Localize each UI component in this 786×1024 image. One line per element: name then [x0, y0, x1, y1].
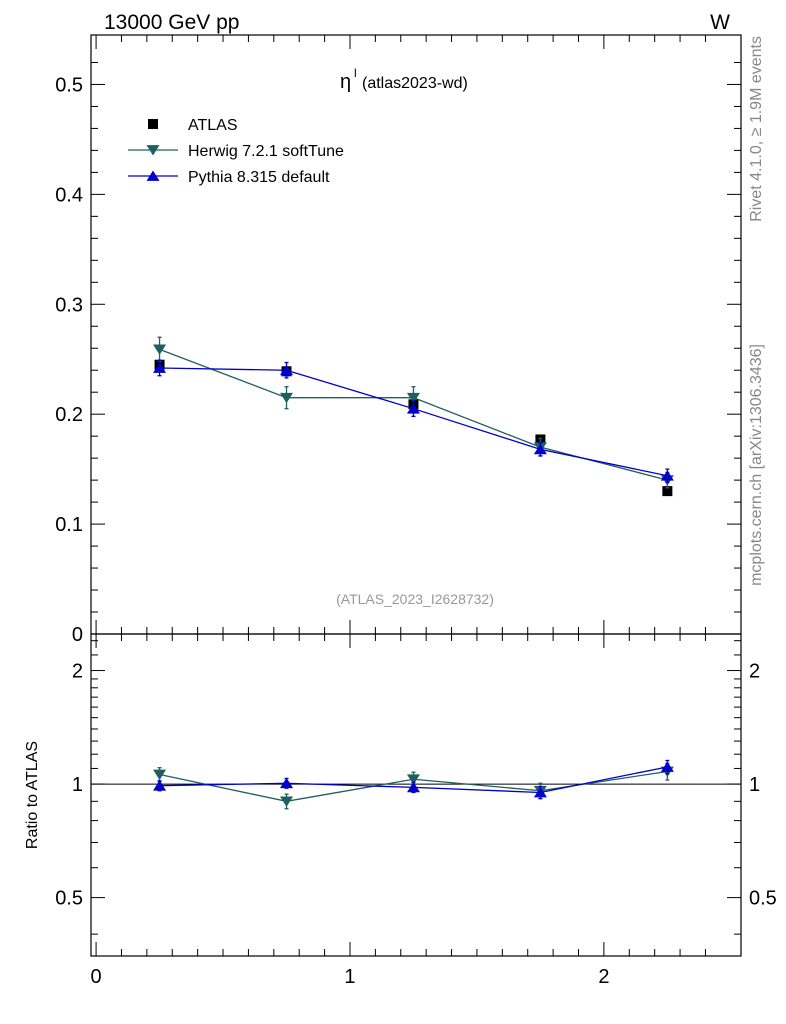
main-series-atlas: [155, 360, 673, 496]
main-panel: 0 0.1 0.2 0.3 0.4 0.5 η l (atlas2023-wd) (ATL…: [55, 35, 741, 646]
main-ytick-label: 0: [72, 624, 83, 646]
ratio-panel: 0.5 0.5 1 1 2 2 0 1 2 Ratio to ATLAS: [24, 634, 777, 988]
chart: 13000 GeV pp W Rivet 4.1.0, ≥ 1.9M event…: [0, 0, 786, 1024]
legend-label-atlas: ATLAS: [188, 117, 238, 134]
main-ytick-label: 0.2: [55, 404, 83, 426]
ratio-ytick-label-right: 2: [749, 661, 760, 683]
chart-title-superscript: l: [354, 66, 357, 80]
main-ytick-label: 0.3: [55, 294, 83, 316]
chart-title: (atlas2023-wd): [362, 75, 468, 92]
ratio-ytick-label-right: 1: [749, 774, 760, 796]
legend: ATLAS Herwig 7.2.1 softTune Pythia 8.315 d…: [128, 117, 344, 186]
ratio-ytick-label-right: 0.5: [749, 888, 777, 910]
ratio-ytick-label: 1: [72, 774, 83, 796]
ratio-point-herwig-7-2-1-softtune: [280, 796, 293, 806]
main-series-layer: [153, 337, 674, 496]
chart-title-symbol: η: [340, 71, 351, 93]
main-ytick-label: 0.4: [55, 184, 83, 206]
ratio-ytick-label: 2: [72, 661, 83, 683]
legend-label-herwig-7-2-1-softtune: Herwig 7.2.1 softTune: [188, 143, 344, 160]
main-ytick-label: 0.1: [55, 514, 83, 536]
ratio-xtick-label: 2: [598, 966, 609, 988]
ratio-series-layer: [153, 760, 674, 808]
main-ytick-label: 0.5: [55, 74, 83, 96]
main-line-pythia-8-315-default: [160, 368, 668, 476]
header-left: 13000 GeV pp: [104, 11, 239, 34]
analysis-watermark: (ATLAS_2023_I2628732): [336, 591, 494, 607]
main-series-pythia-8-315-default: [153, 360, 674, 482]
header-right: W: [710, 11, 730, 34]
side-label-lower: mcplots.cern.ch [arXiv:1306.3436]: [748, 344, 765, 586]
ratio-xtick-label: 1: [344, 966, 355, 988]
main-point-herwig-7-2-1-softtune: [153, 344, 166, 354]
legend-label-pythia-8-315-default: Pythia 8.315 default: [188, 169, 330, 186]
ratio-xtick-label: 0: [91, 966, 102, 988]
ratio-ylabel: Ratio to ATLAS: [24, 741, 41, 849]
ratio-ytick-label: 0.5: [55, 888, 83, 910]
ratio-x-axis: 0 1 2: [91, 634, 706, 988]
legend-marker-atlas: [148, 119, 158, 129]
ratio-frame: [91, 634, 741, 956]
side-label-upper: Rivet 4.1.0, ≥ 1.9M events: [748, 36, 765, 222]
